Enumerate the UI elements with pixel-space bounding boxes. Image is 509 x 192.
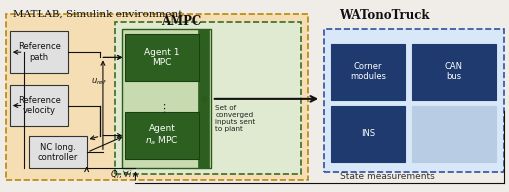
Bar (331, 106, 404, 162)
Bar (411, 106, 495, 162)
Text: Agent
$n_a$ MPC: Agent $n_a$ MPC (145, 124, 179, 147)
Text: INS: INS (360, 129, 375, 138)
Text: AMPC: AMPC (161, 15, 201, 28)
Text: MATLAB, Simulink environment: MATLAB, Simulink environment (13, 9, 183, 18)
Bar (197, 29, 209, 168)
Text: CAN
bus: CAN bus (444, 62, 462, 81)
Text: NC long.
controller: NC long. controller (38, 142, 78, 162)
Bar (411, 44, 495, 100)
Bar (125, 34, 199, 81)
Text: WATonoTruck: WATonoTruck (339, 9, 429, 22)
Bar (115, 22, 300, 174)
Text: Set of
converged
inputs sent
to plant: Set of converged inputs sent to plant (215, 105, 255, 132)
Text: Corner
modules: Corner modules (350, 62, 385, 81)
Bar (10, 84, 68, 127)
Bar (29, 136, 87, 168)
Bar (10, 31, 68, 73)
Bar (331, 44, 404, 100)
Text: $Q_i,\forall i$: $Q_i,\forall i$ (110, 168, 132, 181)
Bar (125, 112, 199, 159)
Bar (122, 29, 210, 168)
Text: Reference
velocity: Reference velocity (18, 96, 61, 115)
Bar (6, 14, 308, 180)
Text: State measurements: State measurements (339, 172, 434, 181)
Text: Agent 1
MPC: Agent 1 MPC (144, 48, 180, 67)
Text: $\vdots$: $\vdots$ (158, 102, 166, 115)
Text: Reference
path: Reference path (18, 42, 61, 62)
Text: $u_{ref}$: $u_{ref}$ (91, 77, 107, 87)
Bar (323, 29, 503, 172)
